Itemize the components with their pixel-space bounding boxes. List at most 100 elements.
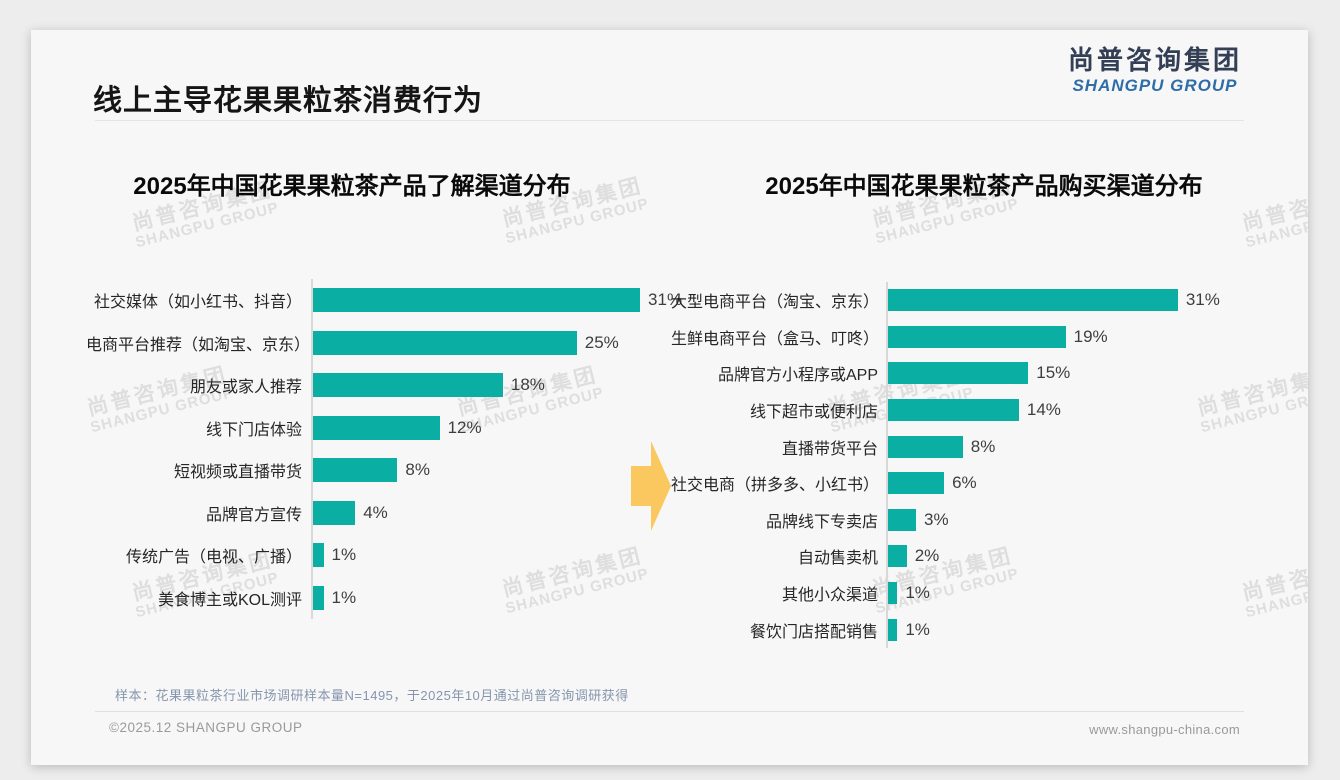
bar [313, 543, 324, 568]
category-label: 其他小众渠道 [781, 587, 878, 605]
value-label: 2% [914, 546, 940, 566]
chart-row: 自动售卖机 2% [671, 538, 1271, 575]
chart-row: 大型电商平台（淘宝、京东） 31% [671, 282, 1271, 319]
copyright-text: ©2025.12 SHANGPU GROUP [109, 720, 303, 735]
chart-row: 其他小众渠道 1% [671, 574, 1271, 612]
chart-row: 品牌官方小程序或APP 15% [671, 355, 1271, 392]
chart-row: 社交媒体（如小红书、抖音） 31% [86, 279, 696, 322]
bar [313, 500, 356, 525]
bar-plot-area: 1% [311, 576, 696, 619]
bar [313, 330, 577, 355]
chart-row: 生鲜电商平台（盒马、叮咚） 19% [671, 318, 1271, 356]
bar [888, 508, 917, 531]
right-chart-title: 2025年中国花果果粒茶产品购买渠道分布 [765, 173, 1203, 200]
bar-plot-area: 8% [311, 449, 696, 492]
value-label: 6% [952, 473, 977, 493]
logo-english-text: SHANGPU GROUP [1072, 75, 1238, 95]
bar [313, 288, 641, 313]
category-label: 品牌官方小程序或APP [717, 367, 878, 385]
bar-plot-area: 1% [886, 574, 1271, 612]
value-label: 18% [510, 375, 545, 395]
category-label: 直播带货平台 [781, 440, 878, 458]
value-label: 1% [331, 587, 357, 607]
page-title: 线上主导花果果粒茶消费行为 [93, 85, 484, 117]
bar [888, 618, 898, 641]
chart-row: 品牌官方宣传 4% [86, 491, 696, 534]
bar-plot-area: 19% [886, 318, 1271, 356]
chart-row: 美食博主或KOL测评 1% [86, 576, 696, 619]
value-label: 31% [1185, 290, 1220, 310]
bar-plot-area: 14% [886, 391, 1271, 429]
chart-row: 线下超市或便利店 14% [671, 391, 1271, 429]
bar-plot-area: 4% [311, 491, 696, 534]
category-label: 朋友或家人推荐 [189, 379, 302, 397]
category-label: 传统广告（电视、广播） [125, 549, 302, 567]
value-label: 8% [970, 436, 996, 456]
bar [888, 325, 1066, 348]
value-label: 1% [905, 619, 930, 639]
bar [888, 399, 1019, 422]
category-label: 社交媒体（如小红书、抖音） [93, 294, 302, 312]
bar-plot-area: 6% [886, 464, 1271, 502]
value-label: 12% [447, 417, 482, 437]
category-label: 生鲜电商平台（盒马、叮咚） [671, 330, 880, 348]
category-label: 美食博主或KOL测评 [157, 591, 302, 609]
category-label: 品牌线下专卖店 [765, 513, 878, 531]
purchase-channel-bar-chart: 大型电商平台（淘宝、京东） 31% 生鲜电商平台（盒马、叮咚） 19% 品牌官方小程序或… [671, 282, 1271, 648]
chart-row: 传统广告（电视、广播） 1% [86, 534, 696, 577]
bar [313, 373, 503, 398]
arrow-right-icon [631, 441, 671, 531]
value-label: 1% [331, 545, 357, 565]
category-label: 短视频或直播带货 [173, 464, 302, 482]
bar [313, 585, 324, 610]
value-label: 4% [363, 502, 388, 522]
chart-row: 餐饮门店搭配销售 1% [671, 611, 1271, 648]
category-label: 大型电商平台（淘宝、京东） [671, 294, 880, 312]
header-divider [95, 120, 1244, 121]
category-label: 自动售卖机 [797, 550, 878, 568]
chart-row: 直播带货平台 8% [671, 428, 1271, 465]
website-url: www.shangpu-china.com [1089, 722, 1240, 737]
chart-row: 线下门店体验 12% [86, 406, 696, 449]
sample-footnote: 样本：花果果粒茶行业市场调研样本量N=1495，于2025年10月通过尚普咨询调… [115, 688, 629, 703]
bar-plot-area: 1% [886, 611, 1271, 648]
value-label: 15% [1036, 363, 1071, 383]
logo-chinese-text: 尚普咨询集团 [1067, 45, 1242, 75]
category-label: 品牌官方宣传 [205, 506, 302, 524]
bar [888, 435, 963, 458]
category-label: 线下超市或便利店 [749, 404, 878, 422]
category-label: 社交电商（拼多多、小红书） [671, 477, 880, 495]
bar-plot-area: 8% [886, 428, 1271, 465]
value-label: 1% [905, 583, 930, 603]
bar-plot-area: 1% [311, 534, 696, 577]
chart-row: 朋友或家人推荐 18% [86, 364, 696, 407]
category-label: 电商平台推荐（如淘宝、京东） [86, 336, 311, 354]
category-label: 线下门店体验 [205, 421, 302, 439]
bar-plot-area: 15% [886, 355, 1271, 392]
chart-row: 品牌线下专卖店 3% [671, 501, 1271, 539]
bar-plot-area: 2% [886, 538, 1271, 575]
value-label: 19% [1073, 326, 1108, 346]
bar [888, 289, 1178, 312]
bar-plot-area: 12% [311, 406, 696, 449]
chart-row: 社交电商（拼多多、小红书） 6% [671, 464, 1271, 502]
value-label: 31% [648, 290, 683, 310]
footer-divider [95, 711, 1244, 712]
bar [313, 458, 398, 483]
bar [888, 545, 907, 568]
left-chart-title: 2025年中国花果果粒茶产品了解渠道分布 [133, 173, 571, 200]
bar [888, 362, 1029, 385]
value-label: 3% [924, 509, 949, 529]
company-logo: 尚普咨询集团 SHANGPU GROUP [1067, 45, 1242, 95]
value-label: 25% [584, 332, 619, 352]
chart-row: 电商平台推荐（如淘宝、京东） 25% [86, 321, 696, 364]
bar-plot-area: 31% [886, 282, 1271, 319]
bar-plot-area: 31% [311, 279, 696, 322]
bar-plot-area: 3% [886, 501, 1271, 539]
bar-plot-area: 25% [311, 321, 696, 364]
value-label: 14% [1026, 400, 1061, 420]
bar-plot-area: 18% [311, 364, 696, 407]
bar [888, 582, 898, 605]
bar [888, 472, 945, 495]
slide-canvas: 尚普咨询集团 SHANGPU GROUP 尚普咨询集团 SHANGPU GROUP 尚普… [31, 30, 1308, 765]
